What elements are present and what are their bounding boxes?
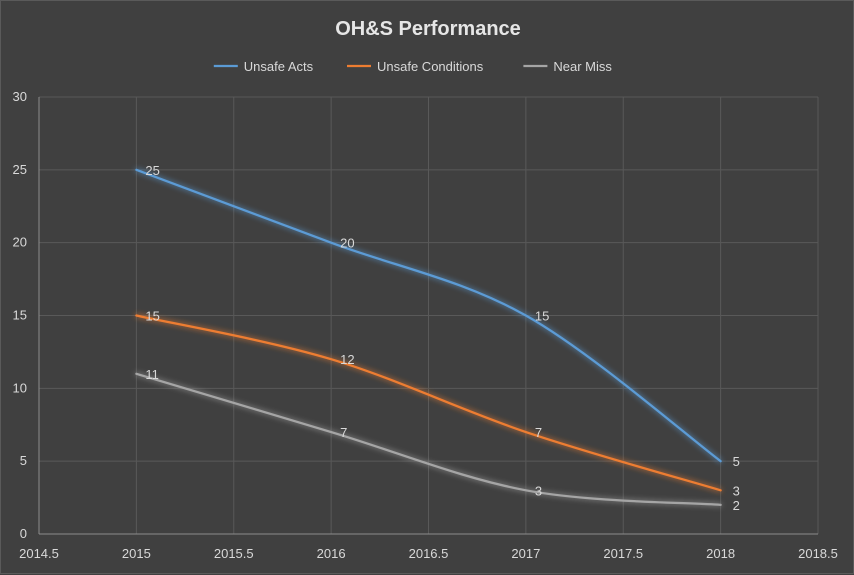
data-label: 3 [535,483,542,498]
data-label: 15 [145,309,159,324]
x-tick-label: 2017.5 [603,546,643,561]
legend-label: Unsafe Acts [244,59,314,74]
x-tick-label: 2016 [317,546,346,561]
y-tick-label: 15 [13,308,27,323]
data-label: 12 [340,352,354,367]
data-label: 7 [340,425,347,440]
legend: Unsafe Acts Unsafe Conditions Near Miss [213,59,612,74]
y-tick-label: 30 [13,89,27,104]
data-label: 2 [733,498,740,513]
data-label: 25 [145,163,159,178]
legend-item-unsafe-acts: Unsafe Acts [213,59,314,74]
chart-title: OH&S Performance [335,18,521,40]
x-tick-label: 2015.5 [214,546,254,561]
series-line-unsafe-acts [135,168,722,463]
x-tick-label: 2015 [122,546,151,561]
series-line-unsafe-conditions [135,314,722,492]
legend-item-near-miss: Near Miss [523,59,612,74]
legend-label: Unsafe Conditions [377,59,484,74]
y-tick-label: 0 [20,526,27,541]
data-label: 11 [145,367,159,382]
y-tick-label: 5 [20,453,27,468]
x-tick-label: 2016.5 [409,546,449,561]
legend-label: Near Miss [553,59,612,74]
data-label: 15 [535,309,549,324]
y-tick-label: 25 [13,162,27,177]
series-lines [135,168,722,506]
x-tick-label: 2017 [511,546,540,561]
data-label: 3 [733,483,740,498]
data-label: 20 [340,236,354,251]
y-tick-label: 10 [13,380,27,395]
x-tick-label: 2018.5 [798,546,838,561]
data-label: 7 [535,425,542,440]
x-tick-label: 2018 [706,546,735,561]
y-tick-label: 20 [13,235,27,250]
series-line-near-miss [135,372,722,506]
legend-item-unsafe-conditions: Unsafe Conditions [347,59,484,74]
data-label: 5 [733,454,740,469]
x-tick-label: 2014.5 [19,546,59,561]
